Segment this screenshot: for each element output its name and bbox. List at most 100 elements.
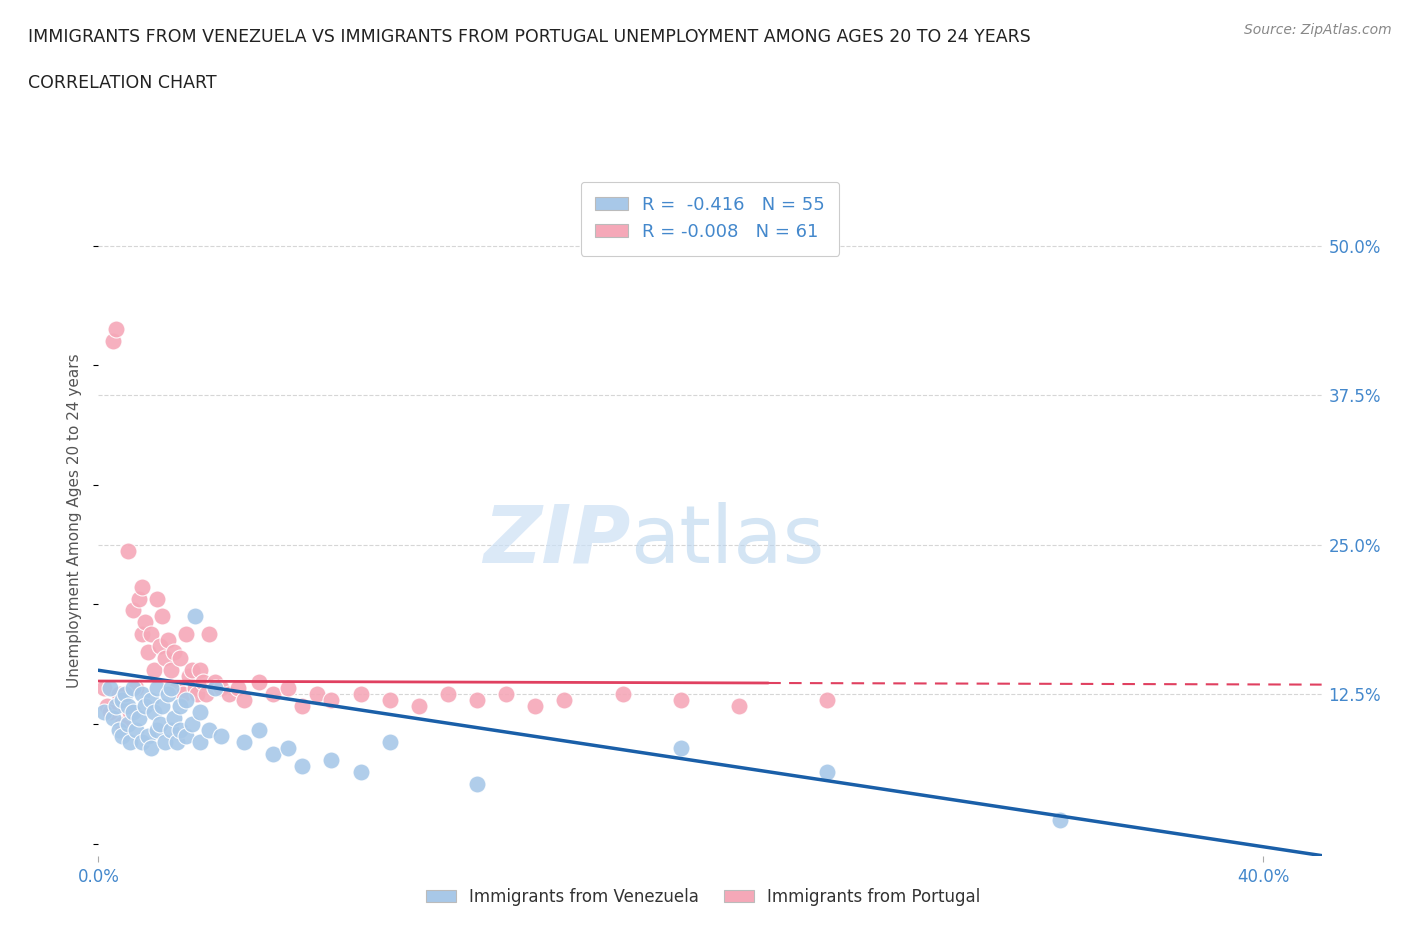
Point (198, 723, 221, 737)
Point (122, 681, 145, 696)
Point (247, 723, 270, 737)
Point (96, 698, 118, 713)
Point (204, 681, 226, 696)
Point (186, 686, 208, 701)
Point (262, 686, 284, 701)
Point (111, 717, 134, 732)
Point (166, 681, 188, 696)
Point (169, 651, 191, 666)
Point (145, 681, 167, 696)
Point (378, 735, 401, 750)
Point (180, 717, 202, 732)
Point (209, 681, 232, 696)
Point (114, 698, 136, 713)
Point (209, 728, 232, 743)
Point (163, 644, 186, 659)
Point (104, 698, 127, 713)
Point (131, 686, 153, 701)
Point (465, 777, 488, 791)
Point (177, 669, 200, 684)
Point (174, 693, 197, 708)
Point (1049, 812, 1071, 827)
Point (117, 717, 139, 732)
Point (172, 686, 194, 701)
Point (247, 675, 270, 690)
Point (815, 693, 838, 708)
Point (180, 663, 202, 678)
Point (728, 698, 751, 713)
Point (188, 663, 212, 678)
Point (160, 681, 183, 696)
Point (117, 543, 139, 558)
Point (291, 698, 314, 713)
Point (163, 711, 186, 725)
Point (218, 686, 240, 701)
Point (93, 681, 115, 696)
Point (174, 728, 197, 743)
Point (183, 681, 205, 696)
Point (183, 609, 205, 624)
Point (195, 686, 218, 701)
Y-axis label: Unemployment Among Ages 20 to 24 years: Unemployment Among Ages 20 to 24 years (67, 353, 83, 688)
Point (101, 711, 124, 725)
Legend: R =  -0.416   N = 55, R = -0.008   N = 61: R = -0.416 N = 55, R = -0.008 N = 61 (581, 181, 839, 256)
Point (193, 675, 215, 690)
Point (155, 735, 177, 750)
Point (437, 686, 460, 701)
Text: ZIP: ZIP (484, 502, 630, 580)
Point (145, 591, 167, 606)
Point (349, 764, 371, 779)
Point (524, 698, 547, 713)
Point (131, 627, 153, 642)
Point (495, 686, 517, 701)
Point (98, 705, 121, 720)
Point (136, 728, 159, 743)
Text: Source: ZipAtlas.com: Source: ZipAtlas.com (1244, 23, 1392, 37)
Point (378, 693, 401, 708)
Point (125, 723, 148, 737)
Point (139, 740, 162, 755)
Point (98, 681, 121, 696)
Point (139, 693, 162, 708)
Point (108, 723, 131, 737)
Point (111, 728, 134, 743)
Point (157, 633, 180, 648)
Point (166, 735, 188, 750)
Point (321, 752, 343, 767)
Point (169, 723, 191, 737)
Point (152, 609, 174, 624)
Point (145, 723, 167, 737)
Point (262, 747, 284, 762)
Text: atlas: atlas (630, 502, 825, 580)
Text: CORRELATION CHART: CORRELATION CHART (28, 74, 217, 92)
Point (149, 717, 172, 732)
Point (349, 686, 371, 701)
Point (188, 735, 212, 750)
Point (142, 705, 165, 720)
Point (188, 705, 212, 720)
Point (134, 698, 156, 713)
Point (120, 735, 142, 750)
Point (155, 651, 177, 666)
Point (291, 759, 314, 774)
Point (669, 740, 692, 755)
Point (114, 686, 136, 701)
Point (136, 644, 159, 659)
Point (131, 579, 153, 594)
Point (204, 675, 226, 690)
Point (125, 681, 148, 696)
Text: IMMIGRANTS FROM VENEZUELA VS IMMIGRANTS FROM PORTUGAL UNEMPLOYMENT AMONG AGES 20: IMMIGRANTS FROM VENEZUELA VS IMMIGRANTS … (28, 28, 1031, 46)
Point (157, 686, 180, 701)
Point (160, 663, 183, 678)
Point (815, 764, 838, 779)
Point (277, 681, 299, 696)
Point (612, 686, 634, 701)
Point (169, 698, 191, 713)
Point (408, 698, 430, 713)
Point (128, 711, 150, 725)
Point (553, 693, 575, 708)
Point (93, 705, 115, 720)
Point (131, 735, 153, 750)
Point (128, 591, 150, 606)
Point (122, 705, 145, 720)
